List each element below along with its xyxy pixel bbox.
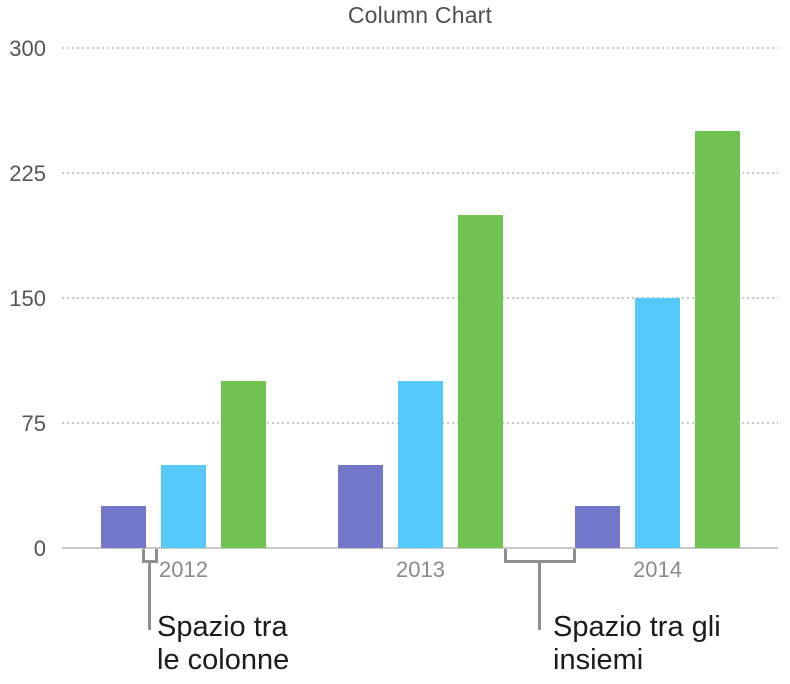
x-label-2014: 2014	[633, 557, 682, 582]
bar-2012-series-2-cyan	[161, 464, 206, 548]
bar-2014-series-3-green	[695, 131, 740, 548]
gridline-300	[62, 47, 778, 49]
annotation-column-gap-line1: Spazio tra	[157, 611, 288, 643]
y-tick-label-150: 150	[9, 286, 46, 311]
x-label-2013: 2013	[396, 557, 445, 582]
bar-2014-series-1-purple	[575, 506, 620, 548]
y-tick-label-75: 75	[21, 411, 46, 436]
annotation-set-gap-line1: Spazio tra gli	[553, 611, 721, 643]
gridline-225	[62, 172, 778, 174]
column-gap-bracket	[142, 549, 158, 563]
bar-2012-series-3-green	[221, 381, 266, 548]
bar-2013-series-3-green	[458, 214, 503, 548]
annotation-column-gap-line2: le colonne	[157, 644, 290, 676]
set-gap-pointer-line	[538, 563, 541, 630]
set-gap-bracket	[504, 549, 576, 563]
bar-2013-series-2-cyan	[398, 381, 443, 548]
chart-title: Column Chart	[347, 2, 493, 28]
annotation-set-gap: Spazio tra gli insiemi	[553, 611, 721, 677]
bar-2012-series-1-purple	[101, 506, 146, 548]
column-gap-pointer-line	[148, 563, 151, 630]
y-tick-label-0: 0	[33, 536, 46, 561]
gridline-150	[62, 297, 778, 299]
bar-2014-series-2-cyan	[635, 298, 680, 548]
y-tick-label-225: 225	[9, 161, 46, 186]
bar-2013-series-1-purple	[338, 464, 383, 548]
annotation-column-gap: Spazio tra le colonne	[157, 611, 289, 677]
annotation-set-gap-line2: insiemi	[553, 644, 644, 676]
x-axis-line	[62, 547, 778, 549]
y-tick-label-300: 300	[9, 36, 46, 61]
x-label-2012: 2012	[159, 557, 208, 582]
